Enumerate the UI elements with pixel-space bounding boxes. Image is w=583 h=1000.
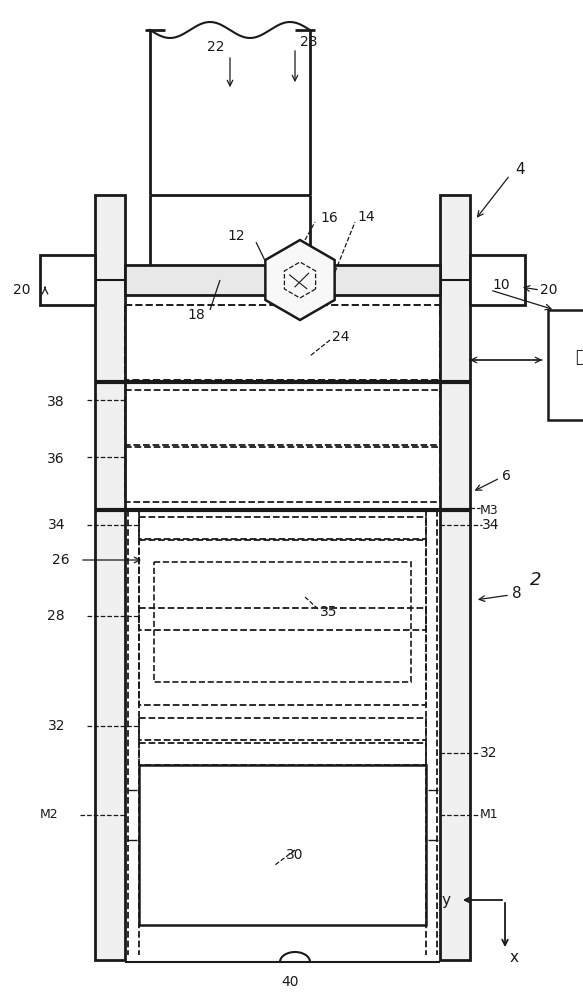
Bar bbox=[548, 310, 583, 420]
Text: 34: 34 bbox=[47, 518, 65, 532]
Text: 8: 8 bbox=[512, 585, 522, 600]
Bar bbox=[154, 562, 411, 682]
Text: 16: 16 bbox=[320, 211, 338, 225]
Text: 35: 35 bbox=[320, 605, 338, 619]
Text: 26: 26 bbox=[52, 553, 70, 567]
Text: M1: M1 bbox=[480, 808, 498, 822]
Bar bbox=[125, 390, 440, 445]
Bar bbox=[139, 718, 426, 740]
Bar bbox=[440, 195, 470, 960]
Text: 20: 20 bbox=[12, 283, 30, 297]
Bar bbox=[125, 265, 440, 295]
Text: 18: 18 bbox=[187, 308, 205, 322]
Text: 30: 30 bbox=[286, 848, 304, 862]
Text: 2: 2 bbox=[530, 571, 542, 589]
Text: 14: 14 bbox=[357, 210, 375, 224]
Text: 22: 22 bbox=[208, 40, 225, 54]
Text: 32: 32 bbox=[480, 746, 497, 760]
Text: 34: 34 bbox=[482, 518, 500, 532]
Text: 36: 36 bbox=[47, 452, 65, 466]
Text: 12: 12 bbox=[227, 229, 245, 243]
Text: x: x bbox=[510, 950, 519, 966]
Bar bbox=[125, 447, 440, 502]
Text: M3: M3 bbox=[480, 504, 498, 516]
Bar bbox=[40, 255, 95, 305]
Bar bbox=[139, 765, 426, 925]
Bar bbox=[95, 195, 125, 960]
Text: M2: M2 bbox=[40, 808, 58, 822]
Text: 4: 4 bbox=[515, 162, 525, 178]
Text: 10: 10 bbox=[492, 278, 510, 292]
Text: 32: 32 bbox=[47, 719, 65, 733]
Text: 20: 20 bbox=[540, 283, 557, 297]
Bar bbox=[470, 255, 525, 305]
Bar bbox=[125, 305, 440, 380]
Bar bbox=[139, 743, 426, 765]
Bar bbox=[139, 540, 426, 705]
Text: 控制器: 控制器 bbox=[575, 348, 583, 366]
Text: 28: 28 bbox=[47, 609, 65, 623]
Text: 23: 23 bbox=[300, 35, 318, 49]
Text: 24: 24 bbox=[332, 330, 349, 344]
Bar bbox=[139, 517, 426, 539]
Text: 40: 40 bbox=[281, 975, 298, 989]
Bar bbox=[139, 608, 426, 630]
Text: 38: 38 bbox=[47, 395, 65, 409]
Polygon shape bbox=[265, 240, 335, 320]
Text: 6: 6 bbox=[502, 469, 511, 483]
Text: y: y bbox=[441, 892, 450, 908]
